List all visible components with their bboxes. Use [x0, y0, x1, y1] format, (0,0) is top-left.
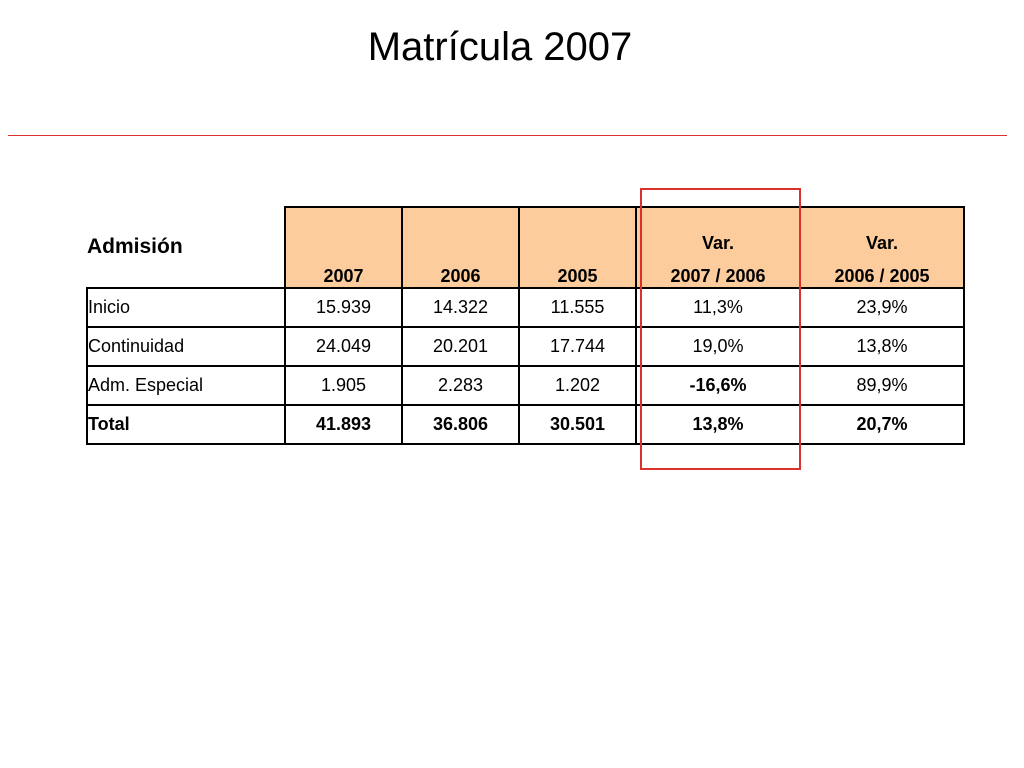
table-cell: 89,9% [799, 365, 965, 406]
var-label: Var. [865, 233, 899, 253]
var-period: 2006 / 2005 [834, 266, 930, 286]
title-divider [8, 135, 1007, 136]
table-cell: 13,8% [799, 326, 965, 367]
row-label-total: Total [86, 404, 286, 445]
column-header-var-2007-2006: Var. 2007 / 2006 [635, 206, 801, 289]
table-cell-total: 13,8% [635, 404, 801, 445]
slide-title: Matrícula 2007 [367, 25, 633, 69]
table-cell: 19,0% [635, 326, 801, 367]
table-cell: 20.201 [401, 326, 520, 367]
table-row-inicio: Inicio 15.939 14.322 11.555 11,3% 23,9% [86, 287, 965, 328]
row-label: Adm. Especial [86, 365, 286, 406]
var-label: Var. [701, 233, 735, 253]
table-cell: 14.322 [401, 287, 520, 328]
table-header-row: Admisión 2007 2006 2005 Var. 2007 / 2006… [87, 206, 965, 289]
table-cell: 11.555 [518, 287, 637, 328]
highlight-box-var-2007-2006 [640, 188, 801, 470]
table-row-continuidad: Continuidad 24.049 20.201 17.744 19,0% 1… [86, 326, 965, 367]
table-cell-total: 36.806 [401, 404, 520, 445]
row-header-label: Admisión [87, 207, 285, 289]
table-cell: 23,9% [799, 287, 965, 328]
enrollment-table: Admisión 2007 2006 2005 Var. 2007 / 2006… [86, 206, 965, 445]
column-header-var-2006-2005: Var. 2006 / 2005 [799, 206, 965, 289]
table-row-total: Total 41.893 36.806 30.501 13,8% 20,7% [86, 404, 965, 445]
column-header-2007: 2007 [284, 206, 403, 289]
table-cell-total: 20,7% [799, 404, 965, 445]
table-cell: 2.283 [401, 365, 520, 406]
table-cell: 1.202 [518, 365, 637, 406]
table-cell: 17.744 [518, 326, 637, 367]
table-cell: 1.905 [284, 365, 403, 406]
row-label: Inicio [86, 287, 286, 328]
table-cell-negative-highlight: -16,6% [635, 365, 801, 406]
table-cell-total: 41.893 [284, 404, 403, 445]
table-cell: 15.939 [284, 287, 403, 328]
table-cell: 24.049 [284, 326, 403, 367]
column-header-2006: 2006 [401, 206, 520, 289]
column-header-2005: 2005 [518, 206, 637, 289]
var-period: 2007 / 2006 [670, 266, 766, 286]
row-label: Continuidad [86, 326, 286, 367]
table-row-adm-especial: Adm. Especial 1.905 2.283 1.202 -16,6% 8… [86, 365, 965, 406]
table-cell-total: 30.501 [518, 404, 637, 445]
